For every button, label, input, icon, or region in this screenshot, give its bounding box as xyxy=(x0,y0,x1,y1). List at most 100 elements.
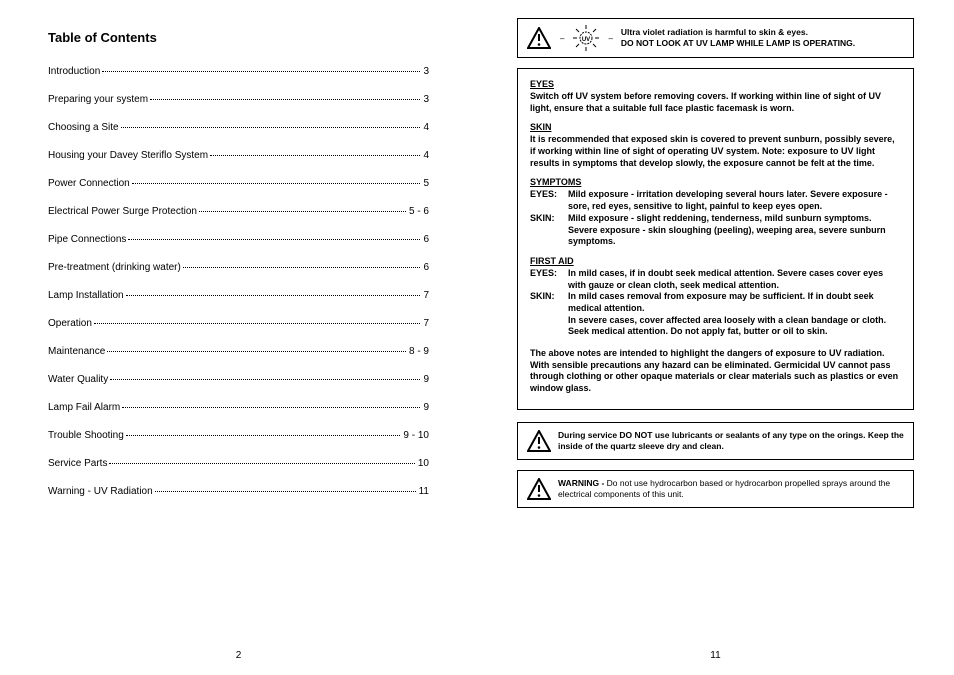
safety-info-box: EYES Switch off UV system before removin… xyxy=(517,68,914,410)
toc-leader-dots xyxy=(210,155,420,156)
firstaid-eyes-row: EYES: In mild cases, if in doubt seek me… xyxy=(530,268,901,291)
firstaid-eyes-body: In mild cases, if in doubt seek medical … xyxy=(568,268,901,291)
toc-item-label: Warning - UV Radiation xyxy=(48,487,153,497)
toc-leader-dots xyxy=(121,127,421,128)
right-page-number: 11 xyxy=(477,650,954,661)
right-page: – UV – Ultra violet radiation is harmf xyxy=(477,0,954,675)
service-warning-box: During service DO NOT use lubricants or … xyxy=(517,422,914,460)
left-page-number: 2 xyxy=(0,650,477,661)
toc-item: Maintenance 8 - 9 xyxy=(48,347,429,357)
toc-item-label: Lamp Installation xyxy=(48,291,124,301)
hydrocarbon-warning-box: WARNING - Do not use hydrocarbon based o… xyxy=(517,470,914,508)
toc-leader-dots xyxy=(126,295,421,296)
toc-item: Service Parts 10 xyxy=(48,459,429,469)
toc-item-label: Pipe Connections xyxy=(48,235,126,245)
toc-item: Choosing a Site 4 xyxy=(48,123,429,133)
toc-item-page: 6 xyxy=(422,263,429,273)
toc-item-label: Electrical Power Surge Protection xyxy=(48,207,197,217)
toc-item-label: Choosing a Site xyxy=(48,123,119,133)
toc-item-page: 3 xyxy=(422,67,429,77)
toc-item-page: 8 - 9 xyxy=(408,347,429,357)
toc-leader-dots xyxy=(155,491,416,492)
dash-icon: – xyxy=(608,34,612,43)
firstaid-skin-row: SKIN: In mild cases removal from exposur… xyxy=(530,291,901,338)
uv-lamp-icon: UV xyxy=(572,25,600,51)
firstaid-skin-body: In mild cases removal from exposure may … xyxy=(568,291,901,338)
toc-leader-dots xyxy=(132,183,421,184)
toc-item-label: Pre-treatment (drinking water) xyxy=(48,263,181,273)
symptoms-skin-row: SKIN: Mild exposure - slight reddening, … xyxy=(530,213,901,248)
toc-item-label: Lamp Fail Alarm xyxy=(48,403,120,413)
dash-icon: – xyxy=(560,34,564,43)
toc-item-label: Operation xyxy=(48,319,92,329)
symptoms-eyes-label: EYES: xyxy=(530,189,568,212)
uv-warning-box: – UV – Ultra violet radiation is harmf xyxy=(517,18,914,58)
toc-item-label: Water Quality xyxy=(48,375,108,385)
toc-title: Table of Contents xyxy=(48,30,429,45)
toc-item: Introduction 3 xyxy=(48,67,429,77)
uv-warning-text: Ultra violet radiation is harmful to ski… xyxy=(621,27,855,48)
toc-item-page: 11 xyxy=(418,487,429,497)
toc-leader-dots xyxy=(150,99,420,100)
firstaid-skin-label: SKIN: xyxy=(530,291,568,338)
toc-item: Pre-treatment (drinking water) 6 xyxy=(48,263,429,273)
toc-leader-dots xyxy=(94,323,421,324)
symptoms-skin-body: Mild exposure - slight reddening, tender… xyxy=(568,213,901,248)
toc-item-label: Preparing your system xyxy=(48,95,148,105)
toc-item: Pipe Connections 6 xyxy=(48,235,429,245)
toc-item-label: Introduction xyxy=(48,67,100,77)
toc-item-page: 6 xyxy=(422,235,429,245)
symptoms-eyes-row: EYES: Mild exposure - irritation develop… xyxy=(530,189,901,212)
toc-item-page: 7 xyxy=(422,319,429,329)
skin-heading: SKIN xyxy=(530,122,901,132)
eyes-heading: EYES xyxy=(530,79,901,89)
toc-item-page: 7 xyxy=(422,291,429,301)
svg-text:UV: UV xyxy=(582,37,590,43)
toc-item-page: 9 xyxy=(422,375,429,385)
toc-item: Lamp Installation 7 xyxy=(48,291,429,301)
toc-item: Water Quality 9 xyxy=(48,375,429,385)
toc-item: Operation 7 xyxy=(48,319,429,329)
toc-item: Lamp Fail Alarm 9 xyxy=(48,403,429,413)
toc-item-page: 9 xyxy=(422,403,429,413)
toc-item: Power Connection 5 xyxy=(48,179,429,189)
closing-text: The above notes are intended to highligh… xyxy=(530,348,901,395)
firstaid-heading: FIRST AID xyxy=(530,256,901,266)
toc-leader-dots xyxy=(102,71,420,72)
symptoms-eyes-body: Mild exposure - irritation developing se… xyxy=(568,189,901,212)
toc-item-label: Maintenance xyxy=(48,347,105,357)
toc-leader-dots xyxy=(107,351,406,352)
toc-leader-dots xyxy=(128,239,420,240)
uv-warning-line2: DO NOT LOOK AT UV LAMP WHILE LAMP IS OPE… xyxy=(621,38,855,48)
toc-item: Housing your Davey Steriflo System 4 xyxy=(48,151,429,161)
toc-item-page: 3 xyxy=(422,95,429,105)
toc-item: Electrical Power Surge Protection 5 - 6 xyxy=(48,207,429,217)
warning-triangle-icon xyxy=(526,26,552,50)
toc-item-label: Power Connection xyxy=(48,179,130,189)
symptoms-heading: SYMPTOMS xyxy=(530,177,901,187)
toc-leader-dots xyxy=(126,435,401,436)
service-warning-text: During service DO NOT use lubricants or … xyxy=(558,430,905,451)
toc-item: Trouble Shooting 9 - 10 xyxy=(48,431,429,441)
toc-item-label: Service Parts xyxy=(48,459,107,469)
toc-item-label: Housing your Davey Steriflo System xyxy=(48,151,208,161)
toc-item: Warning - UV Radiation 11 xyxy=(48,487,429,497)
firstaid-eyes-label: EYES: xyxy=(530,268,568,291)
toc-leader-dots xyxy=(199,211,406,212)
toc-leader-dots xyxy=(109,463,414,464)
hydrocarbon-warning-text: WARNING - Do not use hydrocarbon based o… xyxy=(558,478,905,499)
toc-list: Introduction 3Preparing your system 3Cho… xyxy=(48,67,429,497)
symptoms-skin-label: SKIN: xyxy=(530,213,568,248)
toc-leader-dots xyxy=(122,407,420,408)
toc-leader-dots xyxy=(110,379,420,380)
toc-item-page: 5 - 6 xyxy=(408,207,429,217)
eyes-body: Switch off UV system before removing cov… xyxy=(530,91,901,114)
toc-leader-dots xyxy=(183,267,421,268)
toc-item-page: 4 xyxy=(422,151,429,161)
page-spread: Table of Contents Introduction 3Preparin… xyxy=(0,0,954,675)
toc-item-label: Trouble Shooting xyxy=(48,431,124,441)
toc-item-page: 4 xyxy=(422,123,429,133)
skin-body: It is recommended that exposed skin is c… xyxy=(530,134,901,169)
warning-triangle-icon xyxy=(526,477,552,501)
toc-item: Preparing your system 3 xyxy=(48,95,429,105)
